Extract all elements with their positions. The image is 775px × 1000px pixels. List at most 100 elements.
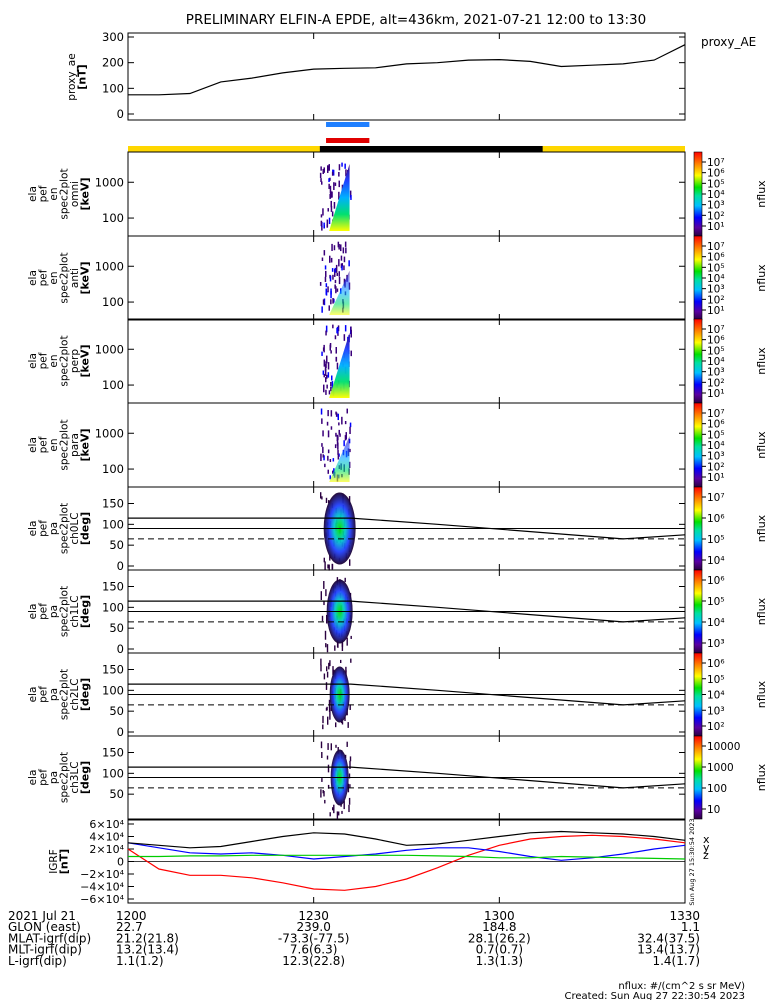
pitch-speck [344,577,346,583]
loss-cone-line [128,766,686,789]
spectrogram-speck [345,247,347,254]
pitch-axis-label-line: [deg] [78,761,91,794]
spectrogram-speck [341,162,343,167]
pitch-axis-label-line: pa [48,522,60,535]
spectrogram-speck [332,458,335,462]
spectrogram-flux [329,270,350,315]
spectrogram-speck [322,208,324,216]
pitch-speck [341,810,343,814]
pitch-speck [327,743,329,750]
igrf-y-label: 0 [117,856,124,869]
energy-frame [127,235,686,321]
colorbar-en-perp-tick-label: 10² [707,377,725,389]
spectrogram-speck [322,454,324,458]
colorbar-en-omni-tick-label: 10³ [707,200,725,212]
colorbar-pa-ch2: 10⁶ 10⁵ 10⁴ 10³ 10² nflux [693,652,768,737]
spectrogram-speck [329,459,332,463]
footer-value: 22.7 [116,920,143,934]
spectrogram-speck [342,247,345,254]
spectrogram-speck [337,331,339,336]
eclipse-strip [319,146,543,152]
colorbar-en-omni-tick-label: 10¹ [707,221,725,233]
spectrogram-speck [349,426,351,435]
pitch-speck [329,812,331,817]
pitch-speck [323,791,325,797]
pitch-y-label: 100 [102,600,124,614]
spectrogram-speck [325,330,327,336]
igrf-y-label: −4×10⁴ [80,881,124,894]
energy-y-label: 100 [102,378,124,392]
proxy-ae-y-label: 100 [102,81,124,95]
pitch-speck [323,557,325,563]
spectrogram-speck [335,356,338,362]
colorbar-pa-ch3: 10000 1000 100 10 nflux [693,735,768,820]
pitch-axis-label-line: spec2plot [58,503,70,554]
pitch-axis-label-line: pa [48,771,60,784]
pitch-speck [345,666,347,672]
footer-value: -73.3(-77.5) [278,931,349,945]
colorbar-en-para-tick-label: 10³ [707,451,725,463]
colorbar-en-para-tick-label: 10⁴ [707,440,725,452]
footer-value: 32.4(37.5) [637,931,700,945]
colorbar-en-anti-tick-label: 10¹ [707,305,725,317]
energy-axis-label-line: ela [27,186,39,202]
pitch-y-label: 0 [117,725,124,739]
pitch-speck [320,789,322,798]
pitch-speck [325,682,328,690]
pitch-speck [328,662,330,670]
spectrogram-speck [323,298,326,306]
energy-axis-label-line: para [69,433,81,457]
colorbar-pa-ch1-tick-label: 10⁴ [707,617,725,629]
pitch-speck [320,492,322,499]
pitch-speck [320,658,322,666]
spectrogram-speck [320,214,323,218]
spectrogram-speck [337,454,340,460]
pitch-speck [346,741,348,747]
spectrogram-speck [327,410,329,417]
footer-value: 239.0 [296,920,330,934]
colorbar-en-perp-tick-label: 10³ [707,367,725,379]
spectrogram-speck [333,245,336,251]
spectrogram-speck [321,443,323,447]
spectrogram-speck [345,432,347,440]
spectrogram-speck [350,195,352,200]
spectrogram-speck [338,180,340,188]
pitch-axis-label-line: ela [27,521,39,537]
pitch-speck [348,797,351,805]
footer-value: 1200 [116,909,147,923]
spectrogram-speck [321,181,323,185]
pitch-axis-label-line: ch0LC [69,512,81,544]
colorbar-en-anti-tick-label: 10⁷ [707,241,725,253]
footer-value: 1.1(1.2) [116,954,164,968]
colorbar-en-perp-scale [693,318,703,404]
igrf-y-label: −6×10⁴ [80,893,124,906]
proxy-ae-frame [127,32,686,121]
spectrogram-speck [325,283,328,288]
pitch-speck [333,804,335,814]
spectrogram-speck [320,166,322,171]
pitch-speck [336,811,339,820]
spectrogram-speck [335,350,337,354]
colorbar-pa-ch3-tick-label: 1000 [707,762,734,774]
energy-axis-label-line: ela [27,353,39,369]
colorbar-pa-ch0-tick-label: 10⁷ [707,492,725,504]
spectrogram-speck [326,219,329,228]
energy-y-label: 100 [102,295,124,309]
energy-y-label: 1000 [95,426,124,440]
spectrogram-speck [330,410,333,417]
spectrogram-speck [333,298,335,303]
pitch-speck [328,707,331,712]
spectrogram-speck [344,421,347,425]
spectrogram-speck [335,347,337,353]
energy-axis-label-line: spec2plot [58,252,70,303]
spectrogram-speck [325,270,327,277]
pitch-speck [349,559,351,566]
spectrogram-speck [323,167,325,173]
pitch-speck [343,800,345,810]
spectrogram-speck [337,325,340,332]
loss-cone-line [128,683,686,706]
spectrogram-speck [338,259,340,267]
pitch-y-label: 150 [102,580,124,594]
energy-frame [127,151,686,237]
